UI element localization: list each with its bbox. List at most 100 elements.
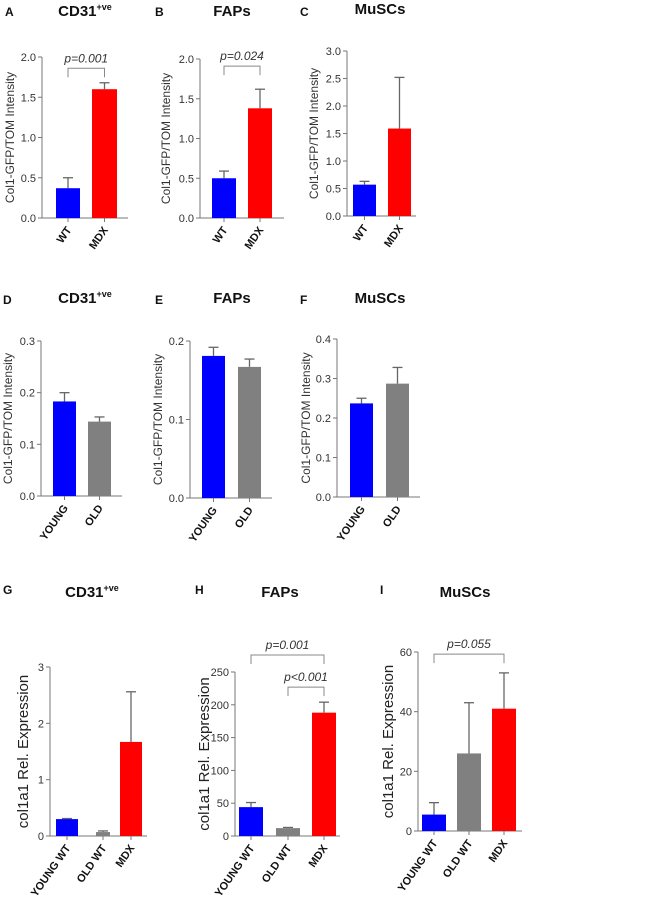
y-tick-label: 0.5 bbox=[21, 173, 36, 185]
panel-title: CD31+ve bbox=[58, 289, 112, 307]
x-tick-label: OLD bbox=[233, 505, 256, 531]
y-axis-label: col1a1 Rel. Expression bbox=[380, 665, 397, 818]
y-tick-label: 0.0 bbox=[21, 213, 36, 225]
panel-letter: B bbox=[155, 5, 164, 19]
y-tick-label: 0 bbox=[38, 831, 44, 843]
panel-E: E FAPs 0.0 0.1 0.2 Col1-GFP/TOM Intensity YOUN… bbox=[151, 290, 272, 545]
p-value-label: p=0.001 bbox=[265, 638, 310, 652]
x-tick-label: WT bbox=[55, 225, 75, 246]
y-tick-label: 2.0 bbox=[21, 52, 36, 64]
panel-title: FAPs bbox=[213, 290, 251, 307]
bar-mdx bbox=[92, 89, 117, 218]
x-tick-label: WT bbox=[351, 223, 371, 244]
panel-D: D CD31+ve 0.0 0.1 0.2 0.3 Col1-GFP/TOM Intensi… bbox=[1, 289, 122, 543]
p-value-label: p<0.001 bbox=[283, 670, 328, 684]
x-tick-label: YOUNG WT bbox=[29, 843, 74, 899]
panel-letter: F bbox=[300, 293, 307, 307]
y-tick-label: 60 bbox=[400, 647, 412, 659]
y-axis-label: Col1-GFP/TOM Intensity bbox=[299, 352, 313, 483]
significance-bracket bbox=[433, 653, 505, 664]
x-tick-label: MDX bbox=[382, 222, 406, 249]
panel-A: A CD31+ve 0.0 0.5 1.0 1.5 2.0 Col1-GFP/TOM Inte… bbox=[3, 2, 128, 252]
bar-old bbox=[238, 366, 261, 498]
panel-letter: I bbox=[380, 583, 383, 597]
y-tick-label: 0.0 bbox=[179, 213, 194, 225]
significance-bracket bbox=[250, 654, 325, 664]
panel-letter: C bbox=[300, 5, 309, 19]
y-tick-label: 50 bbox=[217, 798, 229, 810]
y-tick-label: 2.0 bbox=[326, 101, 341, 113]
p-value-label: p=0.055 bbox=[446, 637, 491, 651]
y-tick-label: 3.0 bbox=[326, 46, 341, 58]
bar-old bbox=[386, 383, 409, 497]
title-superscript: +ve bbox=[97, 2, 112, 12]
bar-young bbox=[202, 355, 225, 498]
y-tick-label: 0.2 bbox=[316, 413, 331, 425]
y-tick-label: 100 bbox=[211, 765, 229, 777]
y-axis-label: Col1-GFP/TOM Intensity bbox=[159, 73, 173, 204]
y-axis-label: Col1-GFP/TOM Intensity bbox=[307, 68, 321, 199]
panel-title: CD31+ve bbox=[58, 2, 112, 20]
panel-letter: E bbox=[155, 293, 163, 307]
y-tick-label: 2 bbox=[38, 718, 44, 730]
y-tick-label: 0.3 bbox=[316, 374, 331, 386]
y-tick-label: 200 bbox=[211, 700, 229, 712]
y-tick-label: 1.5 bbox=[21, 92, 36, 104]
y-tick-label: 150 bbox=[211, 733, 229, 745]
y-tick-label: 0.1 bbox=[169, 415, 184, 427]
x-tick-label: OLD bbox=[83, 503, 106, 529]
bar-old bbox=[88, 421, 111, 496]
bar-old-wt bbox=[276, 828, 300, 836]
x-tick-label: YOUNG bbox=[335, 504, 368, 544]
y-axis-label: col1a1 Rel. Expression bbox=[15, 675, 32, 828]
bar-young-wt bbox=[422, 814, 446, 831]
panel-title: FAPs bbox=[213, 3, 251, 20]
y-tick-label: 0.1 bbox=[20, 439, 35, 451]
y-tick-label: 0.0 bbox=[20, 491, 35, 503]
y-tick-label: 1.0 bbox=[179, 134, 194, 146]
bar-wt bbox=[212, 178, 236, 218]
panel-G: G CD31+ve 0 1 2 3 col1a1 Rel. Expression YOUNG … bbox=[3, 583, 147, 899]
x-tick-label: WT bbox=[211, 225, 231, 246]
panel-letter: A bbox=[5, 5, 14, 19]
panel-letter: H bbox=[195, 583, 204, 597]
p-value-label: p=0.001 bbox=[63, 51, 108, 65]
bar-mdx bbox=[312, 712, 336, 836]
bar-mdx bbox=[388, 128, 411, 216]
panel-title: MuSCs bbox=[355, 290, 406, 307]
bar-mdx bbox=[120, 741, 142, 836]
x-tick-label: MDX bbox=[487, 837, 511, 864]
significance-bracket bbox=[67, 67, 105, 78]
bar-mdx bbox=[492, 708, 516, 831]
y-tick-label: 1.5 bbox=[179, 94, 194, 106]
x-tick-label: YOUNG bbox=[38, 503, 71, 543]
y-tick-label: 20 bbox=[400, 766, 412, 778]
bar-wt bbox=[56, 188, 80, 218]
y-tick-label: 0.0 bbox=[169, 493, 184, 505]
y-tick-label: 0.3 bbox=[20, 336, 35, 348]
y-tick-label: 0.1 bbox=[316, 453, 331, 465]
y-tick-label: 0 bbox=[223, 831, 229, 843]
y-axis-label: Col1-GFP/TOM Intensity bbox=[151, 354, 165, 485]
bar-young bbox=[53, 401, 76, 496]
x-tick-label: YOUNG bbox=[187, 505, 220, 545]
y-tick-label: 0.0 bbox=[326, 211, 341, 223]
panel-title: CD31+ve bbox=[65, 583, 119, 601]
y-tick-label: 1.5 bbox=[326, 129, 341, 141]
y-tick-label: 0.2 bbox=[20, 388, 35, 400]
x-tick-label: OLD WT bbox=[441, 838, 476, 881]
y-tick-label: 0.4 bbox=[316, 334, 331, 346]
title-superscript: +ve bbox=[97, 289, 112, 299]
panel-title: MuSCs bbox=[355, 1, 406, 18]
y-tick-label: 0.5 bbox=[179, 173, 194, 185]
bar-young bbox=[350, 403, 373, 497]
p-value-label: p=0.024 bbox=[219, 49, 264, 63]
y-tick-label: 2.0 bbox=[179, 54, 194, 66]
x-tick-label: MDX bbox=[87, 224, 111, 251]
x-tick-label: MDX bbox=[243, 224, 267, 251]
panel-C: C MuSCs 0.0 0.5 1.0 1.5 2.0 2.5 3.0 Col1-GFP/TOM … bbox=[300, 1, 416, 250]
x-tick-label: OLD WT bbox=[75, 843, 110, 886]
